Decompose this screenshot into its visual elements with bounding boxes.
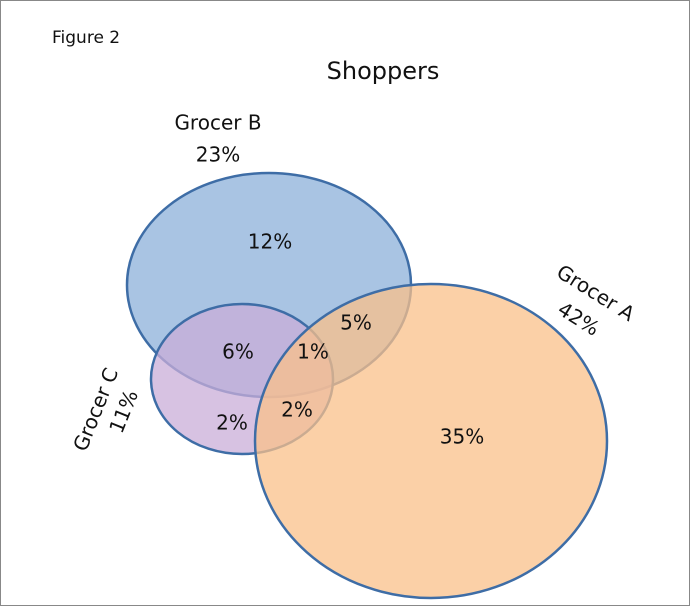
region-value: 2%	[216, 411, 248, 435]
set-a-circle	[253, 282, 609, 600]
region-value: 1%	[297, 340, 329, 364]
region-value: 5%	[340, 311, 372, 335]
region-value: 35%	[440, 425, 484, 449]
region-value: 12%	[248, 230, 292, 254]
region-value: 2%	[281, 398, 313, 422]
set-label: Grocer B	[174, 111, 261, 135]
figure-label: Figure 2	[52, 28, 120, 48]
title: Shoppers	[327, 57, 440, 85]
region-value: 6%	[222, 340, 254, 364]
set-total: 23%	[196, 143, 240, 167]
